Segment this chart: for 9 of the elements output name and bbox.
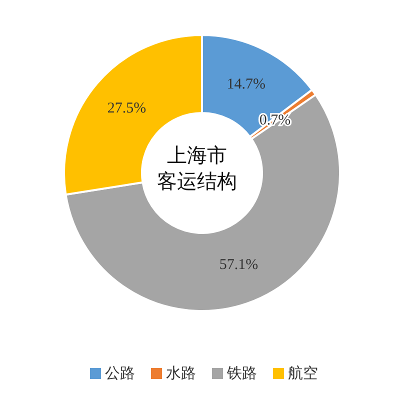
data-label: 14.7% — [226, 76, 266, 92]
legend-label: 航空 — [288, 364, 318, 383]
data-label: 57.1% — [219, 256, 258, 273]
text: 客运结构 — [156, 168, 238, 194]
legend-label: 水路 — [166, 364, 196, 383]
text: 上海市 — [166, 142, 228, 168]
legend-label: 公路 — [105, 364, 135, 383]
data-label: 27.5% — [107, 100, 146, 117]
legend-label: 铁路 — [227, 364, 257, 383]
